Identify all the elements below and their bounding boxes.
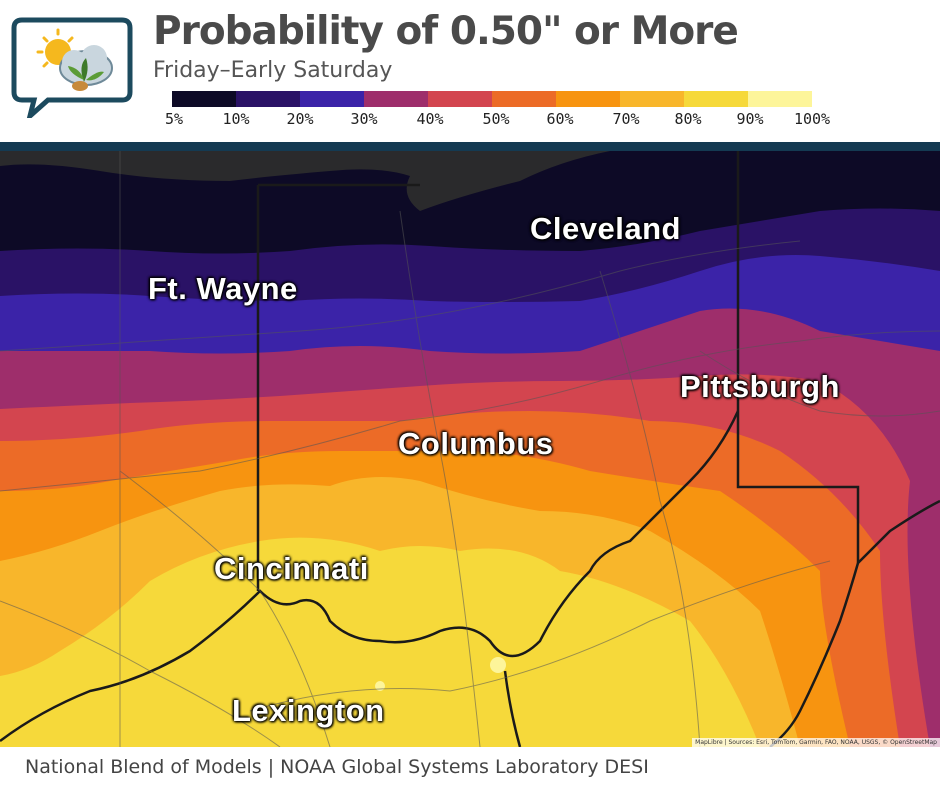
header-divider — [0, 142, 940, 151]
weather-sun-cloud-plant-icon — [11, 17, 133, 118]
legend-label: 100% — [793, 110, 831, 128]
legend-swatch-60-70 — [556, 91, 620, 107]
probability-color-scale — [172, 91, 812, 107]
city-label-columbus: Columbus — [398, 426, 554, 461]
legend-label: 20% — [286, 110, 314, 128]
legend-label: 30% — [350, 110, 378, 128]
legend-label: 80% — [674, 110, 702, 128]
legend-swatch-80-90 — [684, 91, 748, 107]
city-label-lexington: Lexington — [232, 693, 385, 728]
city-label-cincinnati: Cincinnati — [214, 551, 369, 586]
city-label-cleveland: Cleveland — [530, 211, 681, 246]
legend-label: 10% — [222, 110, 250, 128]
city-label-ft-wayne: Ft. Wayne — [148, 271, 298, 306]
legend-label: 50% — [482, 110, 510, 128]
legend-labels: 5% 10% 20% 30% 40% 50% 60% 70% 80% 90% 1… — [150, 110, 850, 132]
city-label-pittsburgh: Pittsburgh — [680, 369, 840, 404]
footer: National Blend of Models | NOAA Global S… — [0, 747, 940, 788]
probability-map-canvas — [0, 151, 940, 747]
map-attribution[interactable]: MapLibre | Sources: Esri, TomTom, Garmin… — [692, 738, 940, 747]
header: Probability of 0.50" or More Friday–Earl… — [0, 0, 940, 142]
probability-map[interactable]: Ft. Wayne Cleveland Pittsburgh Columbus … — [0, 151, 940, 747]
data-source-credit: National Blend of Models | NOAA Global S… — [25, 756, 649, 778]
highways — [0, 151, 940, 747]
high-probability-spot — [490, 657, 506, 673]
lake-erie — [0, 151, 610, 211]
legend-swatch-5-10 — [172, 91, 236, 107]
page-subtitle: Friday–Early Saturday — [153, 58, 393, 83]
legend-swatch-50-60 — [492, 91, 556, 107]
legend-swatch-70-80 — [620, 91, 684, 107]
legend-label: 70% — [612, 110, 640, 128]
legend-label: 5% — [164, 110, 184, 128]
legend-swatch-10-20 — [236, 91, 300, 107]
legend-label: 90% — [736, 110, 764, 128]
legend-label: 60% — [546, 110, 574, 128]
legend-swatch-90-100 — [748, 91, 812, 107]
page-title: Probability of 0.50" or More — [153, 9, 739, 54]
legend-swatch-40-50 — [428, 91, 492, 107]
legend-swatch-30-40 — [364, 91, 428, 107]
legend-swatch-20-30 — [300, 91, 364, 107]
legend-label: 40% — [416, 110, 444, 128]
state-boundaries — [0, 151, 940, 747]
